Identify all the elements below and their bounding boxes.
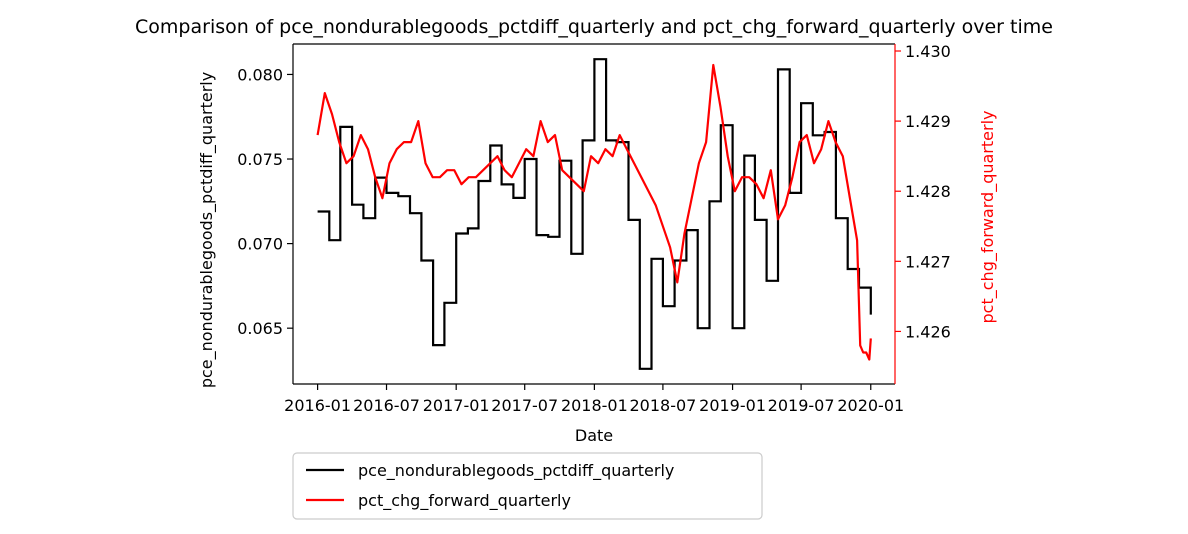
x-tick-label: 2020-01 (837, 396, 904, 415)
legend-entry-right-series: pct_chg_forward_quarterly (358, 491, 571, 511)
series-left-group (317, 58, 872, 370)
x-tick-label: 2018-07 (629, 396, 696, 415)
chart-title: Comparison of pce_nondurablegoods_pctdif… (135, 16, 1053, 38)
y-left-tick-label: 0.075 (237, 150, 283, 169)
x-axis-label: Date (575, 426, 613, 445)
x-tick-label: 2019-01 (699, 396, 766, 415)
y-left-tick-label: 0.065 (237, 319, 283, 338)
x-tick-label: 2017-07 (491, 396, 558, 415)
x-tick-label: 2016-01 (284, 396, 351, 415)
x-tick-label: 2019-07 (768, 396, 835, 415)
y-right-tick-label: 1.427 (905, 252, 951, 271)
y-axis-left-label: pce_nondurablegoods_pctdiff_quarterly (197, 72, 217, 388)
x-tick-label: 2016-07 (353, 396, 420, 415)
series-right-group (316, 63, 872, 361)
legend-frame (292, 452, 763, 520)
y-left-tick-label: 0.080 (237, 65, 283, 84)
x-tick-label: 2017-01 (423, 396, 490, 415)
y-right-tick-label: 1.428 (905, 182, 951, 201)
y-left-tick-label: 0.070 (237, 235, 283, 254)
legend: pce_nondurablegoods_pctdiff_quarterly pc… (292, 452, 763, 520)
ticks-group: 2016-01 2016-07 2017-01 2017-07 2018-01 2018-… (237, 42, 951, 415)
series-line-pct-chg-forward (316, 63, 872, 361)
legend-entry-left-series: pce_nondurablegoods_pctdiff_quarterly (358, 461, 674, 481)
series-line-pce-nondurablegoods (317, 58, 872, 370)
x-tick-label: 2018-01 (561, 396, 628, 415)
y-right-tick-label: 1.429 (905, 112, 951, 131)
y-axis-right-label: pct_chg_forward_quarterly (978, 111, 998, 324)
y-right-tick-label: 1.426 (905, 322, 951, 341)
y-right-tick-label: 1.430 (905, 42, 951, 61)
